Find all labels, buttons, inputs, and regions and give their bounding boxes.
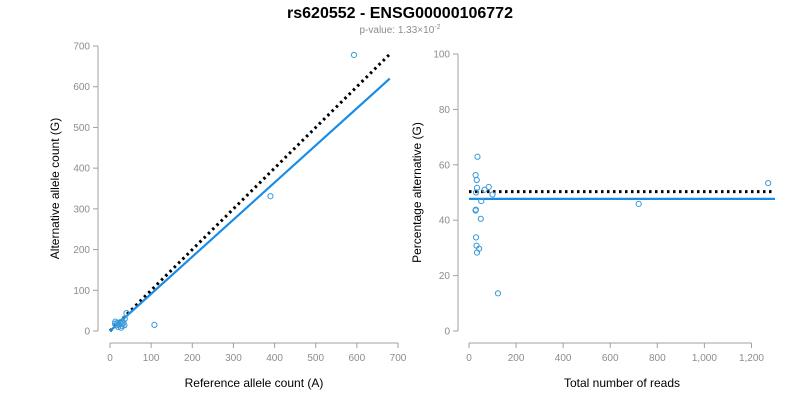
y-tick-label: 40: [439, 216, 451, 227]
x-tick-label: 0: [466, 353, 472, 364]
x-tick-label: 200: [508, 353, 525, 364]
x-tick-label: 200: [184, 353, 201, 364]
y-axis-title: Alternative allele count (G): [48, 118, 62, 259]
y-tick-label: 700: [73, 42, 90, 53]
chart-1: 0 100 200 300 400 500 600 700 0 100 200 300 400 500 60…: [48, 42, 407, 391]
data-point: [472, 234, 480, 241]
pvalue-exponent: -2: [434, 24, 441, 31]
data-point: [473, 242, 480, 249]
y-tick-label: 20: [439, 271, 451, 282]
data-point: [151, 321, 158, 328]
data-point: [478, 197, 485, 205]
y-tick-label: 400: [73, 164, 90, 175]
x-tick-label: 1,000: [692, 353, 717, 364]
x-tick-label: 1,200: [739, 353, 764, 364]
pvalue-subtitle: p-value: 1.33×10-2: [0, 24, 800, 36]
y-tick-label: 100: [433, 50, 450, 61]
data-point: [267, 193, 274, 200]
fit-line: [109, 77, 391, 332]
data-point: [123, 309, 130, 317]
y-tick-label: 0: [84, 327, 90, 338]
x-tick-label: 400: [555, 353, 572, 364]
data-point: [485, 183, 492, 191]
y-tick-label: 100: [73, 286, 90, 297]
data-point: [118, 324, 125, 331]
data-point: [494, 290, 502, 297]
data-point: [113, 322, 120, 329]
data-point: [472, 189, 480, 196]
data-point: [473, 249, 481, 256]
x-tick-label: 800: [649, 353, 666, 364]
y-tick-label: 60: [439, 160, 451, 171]
data-point: [472, 207, 479, 214]
data-point: [481, 186, 488, 193]
reference-line: [108, 53, 391, 333]
x-tick-label: 500: [307, 353, 324, 364]
page-title: rs620552 - ENSG00000106772: [287, 5, 513, 22]
x-tick-label: 100: [143, 353, 160, 364]
x-tick-label: 600: [602, 353, 619, 364]
data-point: [635, 200, 642, 207]
x-tick-label: 400: [266, 353, 283, 364]
x-axis-title: Total number of reads: [564, 376, 680, 390]
data-point: [489, 191, 496, 198]
data-point: [474, 153, 481, 160]
data-point: [765, 179, 772, 187]
y-tick-label: 600: [73, 82, 90, 93]
y-tick-label: 500: [73, 123, 90, 134]
chart-2: 0 20 40 60 80 100 0 200 400 600 800 1,000 1,200 Total…: [410, 50, 775, 390]
data-point: [111, 320, 119, 327]
data-point: [472, 171, 479, 179]
x-tick-label: 600: [349, 353, 366, 364]
y-tick-label: 0: [444, 327, 450, 338]
data-point: [350, 51, 358, 59]
data-point: [477, 215, 484, 222]
y-tick-label: 80: [439, 105, 451, 116]
y-axis-title: Percentage alternative (G): [410, 122, 424, 263]
x-tick-label: 0: [107, 353, 113, 364]
data-point: [473, 176, 480, 184]
x-tick-label: 300: [225, 353, 242, 364]
x-tick-label: 700: [390, 353, 407, 364]
x-axis-title: Reference allele count (A): [185, 376, 324, 390]
title-block: rs620552 - ENSG00000106772 p-value: 1.33…: [0, 0, 800, 36]
y-tick-label: 200: [73, 245, 90, 256]
y-tick-label: 300: [73, 204, 90, 215]
pvalue-text: p-value: 1.33×10: [359, 25, 435, 36]
